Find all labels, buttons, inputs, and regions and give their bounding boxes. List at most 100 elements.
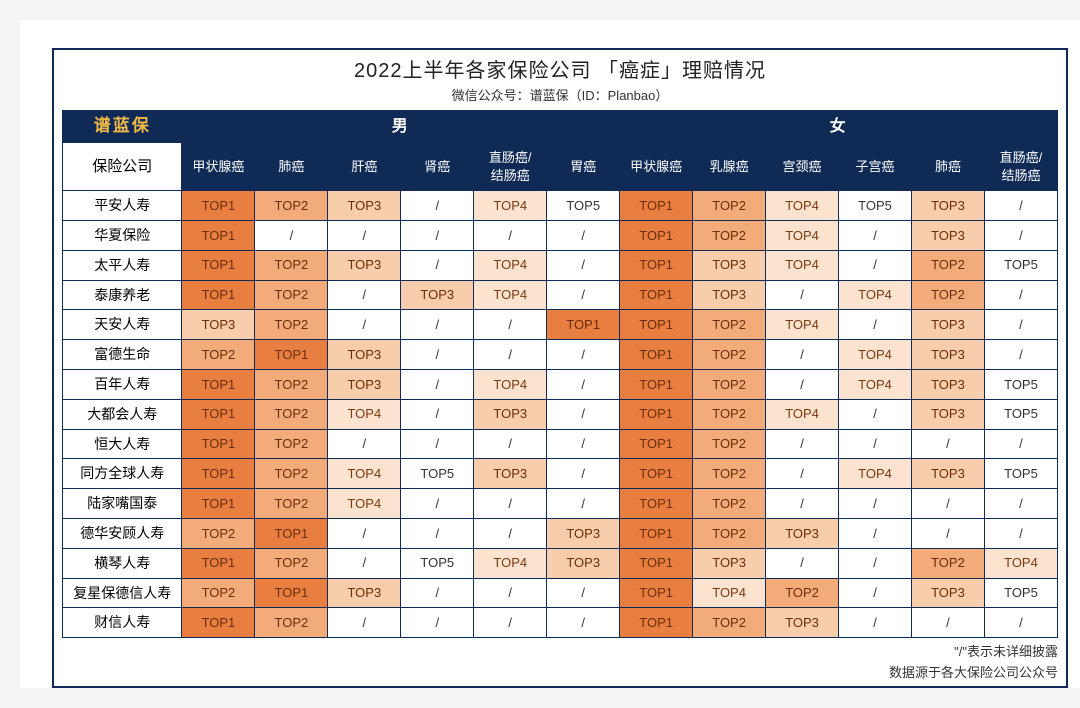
rank-cell: TOP4 bbox=[839, 340, 912, 370]
rank-cell: TOP5 bbox=[984, 250, 1057, 280]
rank-cell: TOP3 bbox=[766, 608, 839, 638]
rank-cell: TOP1 bbox=[182, 608, 255, 638]
rank-cell: TOP1 bbox=[620, 459, 693, 489]
rank-cell: / bbox=[401, 399, 474, 429]
rank-cell: TOP2 bbox=[255, 608, 328, 638]
rank-cell: TOP2 bbox=[255, 548, 328, 578]
rank-cell: TOP1 bbox=[182, 250, 255, 280]
rank-cell: / bbox=[401, 340, 474, 370]
cancer-header: 直肠癌/结肠癌 bbox=[984, 143, 1057, 191]
rank-cell: / bbox=[839, 429, 912, 459]
company-header: 保险公司 bbox=[63, 143, 182, 191]
rank-cell: TOP4 bbox=[984, 548, 1057, 578]
rank-cell: / bbox=[839, 250, 912, 280]
rank-cell: TOP4 bbox=[839, 280, 912, 310]
rank-cell: / bbox=[474, 519, 547, 549]
rank-cell: TOP2 bbox=[911, 280, 984, 310]
cancer-header: 肾癌 bbox=[401, 143, 474, 191]
rank-cell: / bbox=[474, 429, 547, 459]
rank-cell: TOP1 bbox=[182, 280, 255, 310]
rank-cell: TOP2 bbox=[255, 429, 328, 459]
rank-cell: TOP2 bbox=[255, 280, 328, 310]
rank-cell: TOP2 bbox=[911, 250, 984, 280]
rank-cell: / bbox=[474, 578, 547, 608]
rank-cell: / bbox=[401, 489, 474, 519]
rank-cell: TOP1 bbox=[620, 489, 693, 519]
rank-cell: TOP4 bbox=[839, 370, 912, 400]
rank-cell: / bbox=[984, 310, 1057, 340]
rank-cell: TOP4 bbox=[328, 399, 401, 429]
rank-cell: TOP4 bbox=[474, 548, 547, 578]
rank-cell: / bbox=[401, 429, 474, 459]
rank-cell: / bbox=[401, 310, 474, 340]
rank-cell: TOP1 bbox=[182, 370, 255, 400]
rank-cell: / bbox=[839, 399, 912, 429]
table-row: 平安人寿TOP1TOP2TOP3/TOP4TOP5TOP1TOP2TOP4TOP… bbox=[63, 191, 1058, 221]
rank-cell: TOP1 bbox=[620, 370, 693, 400]
rank-cell: / bbox=[547, 340, 620, 370]
rank-cell: TOP2 bbox=[693, 221, 766, 251]
company-cell: 华夏保险 bbox=[63, 221, 182, 251]
rank-cell: / bbox=[547, 608, 620, 638]
rank-cell: / bbox=[839, 519, 912, 549]
rank-cell: / bbox=[766, 280, 839, 310]
cancer-header: 宫颈癌 bbox=[766, 143, 839, 191]
company-cell: 财信人寿 bbox=[63, 608, 182, 638]
rank-cell: TOP4 bbox=[766, 310, 839, 340]
rank-cell: TOP1 bbox=[620, 191, 693, 221]
rank-cell: / bbox=[328, 310, 401, 340]
rank-cell: / bbox=[255, 221, 328, 251]
rank-cell: TOP5 bbox=[984, 370, 1057, 400]
rank-cell: TOP1 bbox=[255, 340, 328, 370]
rank-cell: TOP3 bbox=[766, 519, 839, 549]
table-row: 百年人寿TOP1TOP2TOP3/TOP4/TOP1TOP2/TOP4TOP3T… bbox=[63, 370, 1058, 400]
rank-cell: / bbox=[984, 519, 1057, 549]
rank-cell: / bbox=[984, 429, 1057, 459]
rank-cell: TOP4 bbox=[766, 191, 839, 221]
rank-cell: TOP4 bbox=[474, 280, 547, 310]
rank-cell: TOP4 bbox=[474, 370, 547, 400]
rank-cell: TOP2 bbox=[255, 310, 328, 340]
rank-cell: TOP2 bbox=[693, 310, 766, 340]
rank-cell: TOP2 bbox=[693, 191, 766, 221]
rank-cell: / bbox=[547, 578, 620, 608]
rank-cell: / bbox=[547, 489, 620, 519]
rank-cell: / bbox=[839, 608, 912, 638]
table-row: 同方全球人寿TOP1TOP2TOP4TOP5TOP3/TOP1TOP2/TOP4… bbox=[63, 459, 1058, 489]
rank-cell: / bbox=[328, 280, 401, 310]
rank-cell: TOP1 bbox=[620, 221, 693, 251]
rank-cell: TOP2 bbox=[255, 191, 328, 221]
rank-cell: TOP2 bbox=[693, 370, 766, 400]
rank-cell: / bbox=[984, 191, 1057, 221]
table-row: 大都会人寿TOP1TOP2TOP4/TOP3/TOP1TOP2TOP4/TOP3… bbox=[63, 399, 1058, 429]
rank-cell: / bbox=[984, 608, 1057, 638]
rank-cell: / bbox=[839, 548, 912, 578]
rank-cell: TOP2 bbox=[693, 489, 766, 519]
cancer-header: 甲状腺癌 bbox=[620, 143, 693, 191]
table-frame: 2022上半年各家保险公司 「癌症」理赔情况 微信公众号：谱蓝保（ID：Plan… bbox=[52, 48, 1068, 688]
rank-cell: TOP3 bbox=[328, 578, 401, 608]
rank-cell: TOP2 bbox=[693, 608, 766, 638]
rank-cell: TOP2 bbox=[766, 578, 839, 608]
rank-cell: TOP4 bbox=[693, 578, 766, 608]
rank-cell: TOP3 bbox=[911, 340, 984, 370]
rank-cell: / bbox=[401, 191, 474, 221]
table-body: 平安人寿TOP1TOP2TOP3/TOP4TOP5TOP1TOP2TOP4TOP… bbox=[63, 191, 1058, 638]
rank-cell: TOP2 bbox=[255, 489, 328, 519]
rank-cell: TOP1 bbox=[620, 310, 693, 340]
rank-cell: TOP3 bbox=[911, 459, 984, 489]
table-row: 天安人寿TOP3TOP2///TOP1TOP1TOP2TOP4/TOP3/ bbox=[63, 310, 1058, 340]
sheet: 2022上半年各家保险公司 「癌症」理赔情况 微信公众号：谱蓝保（ID：Plan… bbox=[20, 20, 1080, 688]
rank-cell: / bbox=[328, 608, 401, 638]
company-cell: 富德生命 bbox=[63, 340, 182, 370]
rank-cell: / bbox=[401, 370, 474, 400]
rank-cell: TOP3 bbox=[911, 578, 984, 608]
title-sub: 微信公众号：谱蓝保（ID：Planbao） bbox=[62, 85, 1058, 104]
rank-cell: TOP4 bbox=[474, 250, 547, 280]
rank-cell: TOP3 bbox=[328, 191, 401, 221]
rank-cell: TOP4 bbox=[766, 221, 839, 251]
rank-cell: / bbox=[984, 489, 1057, 519]
rank-cell: TOP3 bbox=[911, 370, 984, 400]
rank-cell: TOP5 bbox=[984, 459, 1057, 489]
rank-cell: TOP2 bbox=[182, 519, 255, 549]
